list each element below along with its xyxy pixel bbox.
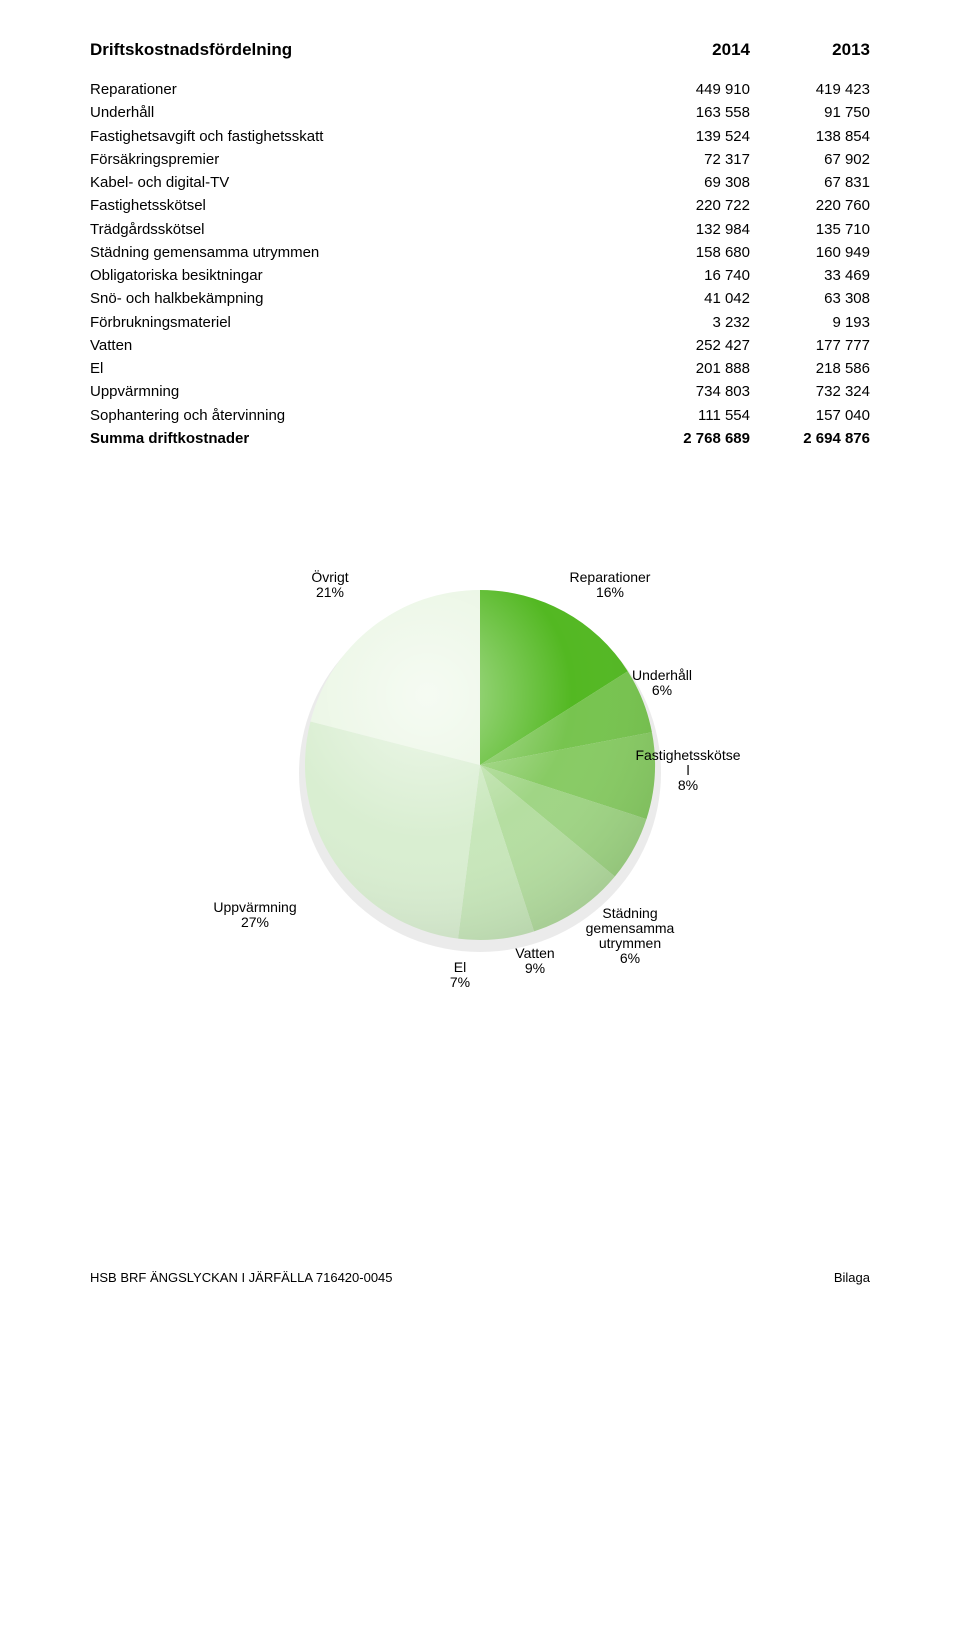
pie-slice-pct: 6% [620, 950, 640, 966]
summary-v1: 2 768 689 [630, 427, 750, 450]
footer-left: HSB BRF ÄNGSLYCKAN I JÄRFÄLLA 716420-004… [90, 1270, 834, 1285]
row-value-2013: 33 469 [750, 264, 870, 287]
row-value-2013: 67 831 [750, 171, 870, 194]
row-label: Städning gemensamma utrymmen [90, 241, 630, 264]
row-label: Fastighetsskötsel [90, 194, 630, 217]
pie-slice-label: Vatten [515, 945, 554, 961]
row-label: Fastighetsavgift och fastighetsskatt [90, 125, 630, 148]
row-label: Underhåll [90, 101, 630, 124]
row-value-2013: 91 750 [750, 101, 870, 124]
pie-slice-pct: 16% [596, 584, 624, 600]
row-value-2013: 160 949 [750, 241, 870, 264]
pie-slice-label: utrymmen [599, 935, 661, 951]
row-value-2013: 135 710 [750, 218, 870, 241]
row-value-2014: 163 558 [630, 101, 750, 124]
pie-slice-label: Underhåll [632, 667, 692, 683]
row-value-2014: 734 803 [630, 380, 750, 403]
pie-slice-label: El [454, 959, 466, 975]
row-value-2013: 138 854 [750, 125, 870, 148]
row-label: Försäkringspremier [90, 148, 630, 171]
pie-slice-pct: 21% [316, 584, 344, 600]
row-value-2013: 67 902 [750, 148, 870, 171]
table-row: Städning gemensamma utrymmen158 680160 9… [90, 241, 870, 264]
row-value-2014: 139 524 [630, 125, 750, 148]
table-row: Underhåll163 55891 750 [90, 101, 870, 124]
table-row: Vatten252 427177 777 [90, 334, 870, 357]
row-value-2014: 449 910 [630, 78, 750, 101]
row-value-2013: 9 193 [750, 311, 870, 334]
summary-row: Summa driftkostnader 2 768 689 2 694 876 [90, 427, 870, 450]
row-value-2013: 157 040 [750, 404, 870, 427]
table-row: Uppvärmning734 803732 324 [90, 380, 870, 403]
row-value-2014: 158 680 [630, 241, 750, 264]
row-value-2013: 63 308 [750, 287, 870, 310]
row-label: El [90, 357, 630, 380]
table-row: El201 888218 586 [90, 357, 870, 380]
row-label: Kabel- och digital-TV [90, 171, 630, 194]
summary-label: Summa driftkostnader [90, 427, 630, 450]
row-label: Trädgårdsskötsel [90, 218, 630, 241]
table-row: Sophantering och återvinning111 554157 0… [90, 404, 870, 427]
row-label: Vatten [90, 334, 630, 357]
pie-slice-pct: 27% [241, 914, 269, 930]
pie-slice-label: Övrigt [311, 568, 348, 585]
row-value-2013: 220 760 [750, 194, 870, 217]
pie-slice-label: Reparationer [570, 569, 651, 585]
header-year-1: 2014 [630, 40, 750, 60]
pie-slice-label: Uppvärmning [213, 899, 296, 915]
row-label: Obligatoriska besiktningar [90, 264, 630, 287]
header-year-2: 2013 [750, 40, 870, 60]
row-label: Reparationer [90, 78, 630, 101]
row-value-2014: 252 427 [630, 334, 750, 357]
row-value-2013: 419 423 [750, 78, 870, 101]
table-row: Försäkringspremier72 31767 902 [90, 148, 870, 171]
table-row: Trädgårdsskötsel132 984135 710 [90, 218, 870, 241]
row-value-2014: 72 317 [630, 148, 750, 171]
row-value-2013: 177 777 [750, 334, 870, 357]
table-row: Förbrukningsmateriel3 2329 193 [90, 311, 870, 334]
row-value-2014: 132 984 [630, 218, 750, 241]
table-row: Reparationer449 910419 423 [90, 78, 870, 101]
summary-v2: 2 694 876 [750, 427, 870, 450]
row-label: Sophantering och återvinning [90, 404, 630, 427]
cost-table: Reparationer449 910419 423Underhåll163 5… [90, 78, 870, 427]
pie-slice-label: gemensamma [586, 920, 675, 936]
table-row: Kabel- och digital-TV69 30867 831 [90, 171, 870, 194]
row-value-2014: 41 042 [630, 287, 750, 310]
pie-slice-pct: 6% [652, 682, 672, 698]
table-header: Driftskostnadsfördelning 2014 2013 [90, 40, 870, 60]
table-row: Obligatoriska besiktningar16 74033 469 [90, 264, 870, 287]
pie-chart-container: Reparationer16%Underhåll6%Fastighetssköt… [90, 540, 870, 1010]
table-row: Snö- och halkbekämpning41 04263 308 [90, 287, 870, 310]
row-value-2014: 69 308 [630, 171, 750, 194]
pie-slice-label: l [686, 762, 689, 778]
row-value-2013: 218 586 [750, 357, 870, 380]
row-value-2014: 16 740 [630, 264, 750, 287]
row-label: Snö- och halkbekämpning [90, 287, 630, 310]
row-value-2013: 732 324 [750, 380, 870, 403]
page-footer: HSB BRF ÄNGSLYCKAN I JÄRFÄLLA 716420-004… [90, 1270, 870, 1285]
pie-slice-pct: 9% [525, 960, 545, 976]
pie-chart: Reparationer16%Underhåll6%Fastighetssköt… [200, 540, 760, 1010]
header-title: Driftskostnadsfördelning [90, 40, 630, 60]
row-label: Uppvärmning [90, 380, 630, 403]
row-value-2014: 3 232 [630, 311, 750, 334]
footer-right: Bilaga [834, 1270, 870, 1285]
pie-slice-pct: 7% [450, 974, 470, 990]
row-value-2014: 201 888 [630, 357, 750, 380]
table-row: Fastighetsavgift och fastighetsskatt139 … [90, 125, 870, 148]
table-row: Fastighetsskötsel220 722220 760 [90, 194, 870, 217]
pie-slice-pct: 8% [678, 777, 698, 793]
row-label: Förbrukningsmateriel [90, 311, 630, 334]
row-value-2014: 111 554 [630, 404, 750, 427]
pie-slice-label: Städning [602, 905, 657, 921]
row-value-2014: 220 722 [630, 194, 750, 217]
pie-slice-label: Fastighetsskötse [635, 747, 740, 763]
